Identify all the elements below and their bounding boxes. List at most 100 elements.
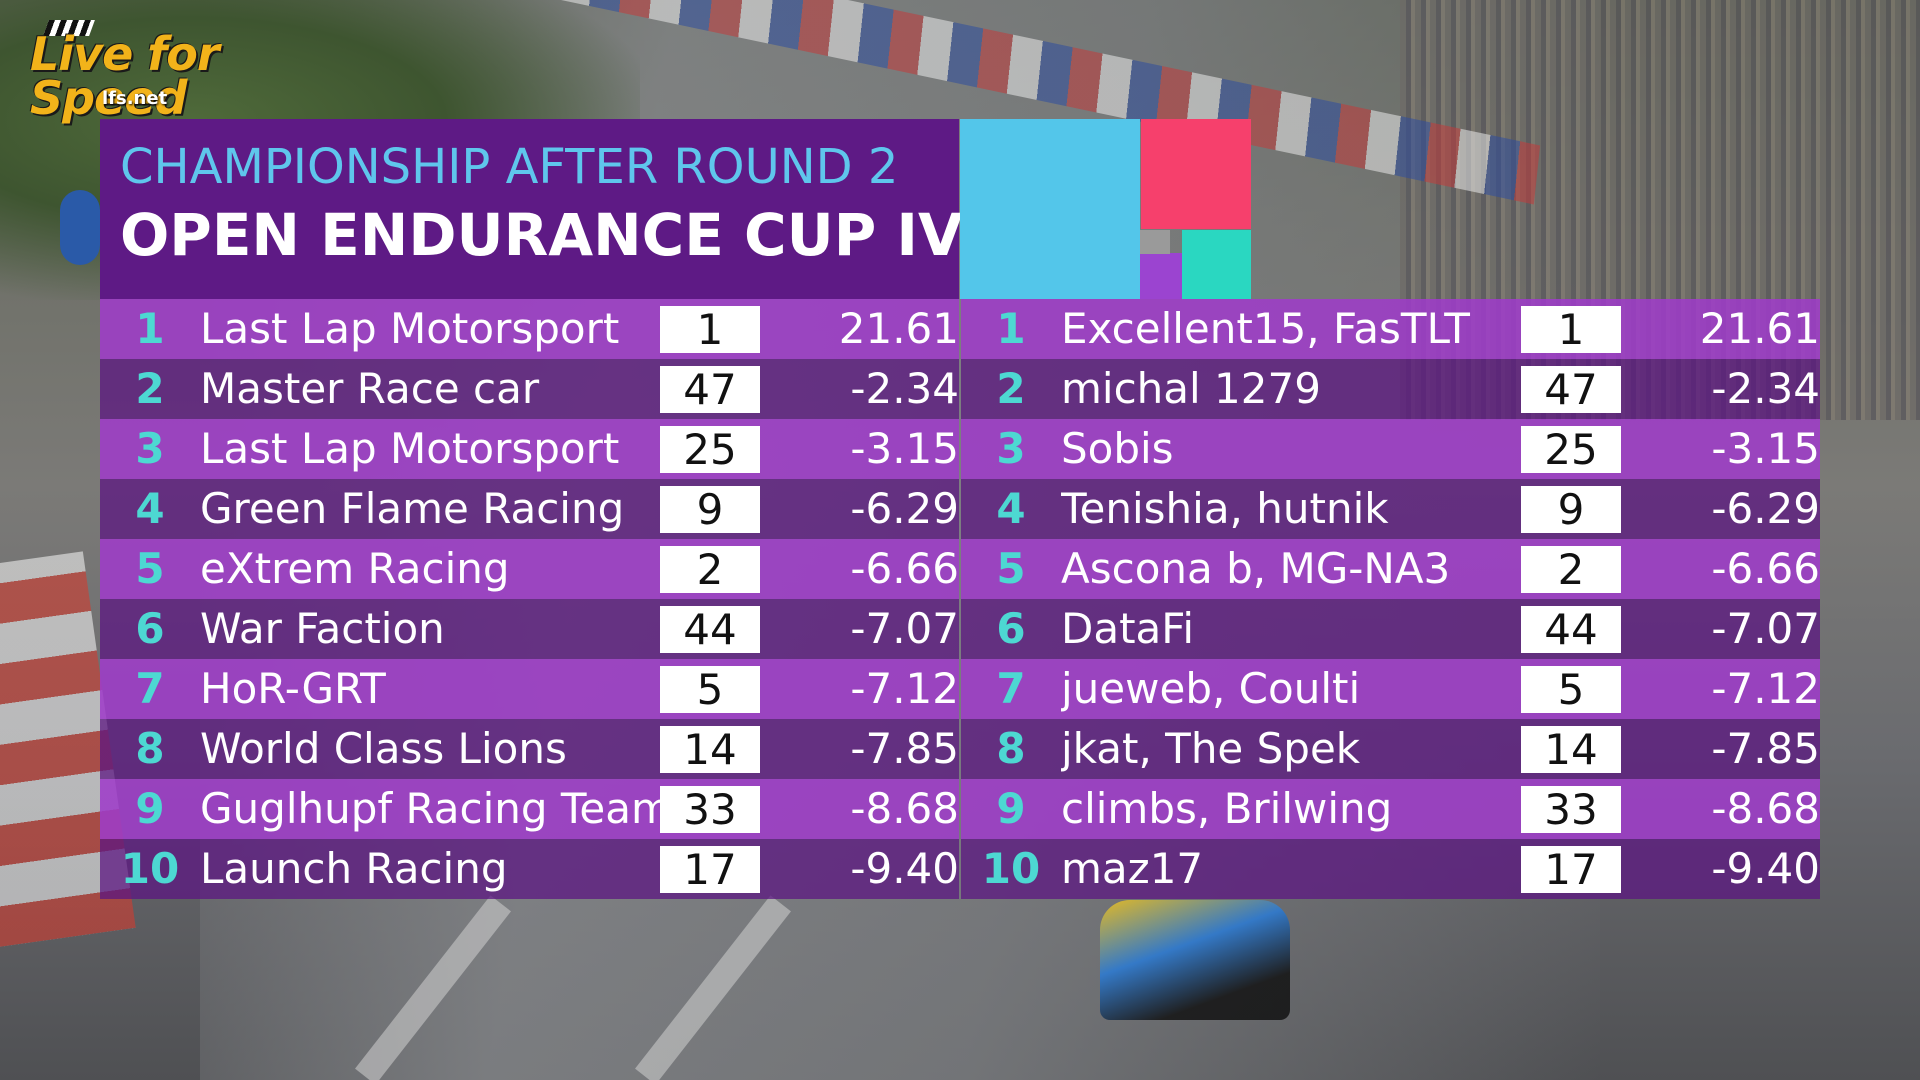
position-number: 5 <box>135 544 165 593</box>
driver-names: jkat, The Spek <box>1061 724 1361 773</box>
points-gap: -7.12 <box>850 664 959 713</box>
logo-wordmark: Live for Speed <box>30 27 220 125</box>
car-number: 14 <box>660 726 760 773</box>
driver-standings-row: 1 Excellent15, FasTLT 1 21.61 <box>961 299 1820 359</box>
car-number: 17 <box>660 846 760 893</box>
car-number: 17 <box>1521 846 1621 893</box>
team-name: Launch Racing <box>200 844 508 893</box>
position-number: 5 <box>996 544 1026 593</box>
team-name: Guglhupf Racing Team <box>200 784 660 833</box>
points-gap: -9.40 <box>1711 844 1820 893</box>
points-gap: -7.12 <box>1711 664 1820 713</box>
race-car <box>1100 900 1290 1020</box>
team-name: Master Race car <box>200 364 540 413</box>
points-gap: -2.34 <box>850 364 959 413</box>
driver-standings-row: 7 jueweb, Coulti 5 -7.12 <box>961 659 1820 719</box>
team-standings-row: 5 eXtrem Racing 2 -6.66 <box>100 539 959 599</box>
team-name: Last Lap Motorsport <box>200 304 620 353</box>
points-gap: -9.40 <box>850 844 959 893</box>
points-gap: -3.15 <box>850 424 959 473</box>
cup-logo-teal-block <box>1182 230 1251 299</box>
cup-logo-blue-block <box>960 119 1140 299</box>
points-gap: -6.66 <box>850 544 959 593</box>
car-number: 25 <box>660 426 760 473</box>
direction-sign <box>60 190 100 265</box>
position-number: 6 <box>996 604 1026 653</box>
header-title: OPEN ENDURANCE CUP IV <box>120 201 963 269</box>
position-number: 1 <box>135 304 165 353</box>
points-gap: -8.68 <box>1711 784 1820 833</box>
points-gap: 21.61 <box>838 304 959 353</box>
cup-logo-pink-block <box>1141 119 1251 229</box>
points-gap: -7.07 <box>1711 604 1820 653</box>
position-number: 9 <box>135 784 165 833</box>
team-name: World Class Lions <box>200 724 567 773</box>
position-number: 7 <box>996 664 1026 713</box>
car-number: 5 <box>660 666 760 713</box>
live-for-speed-logo: Live for Speed lfs.net <box>24 18 244 121</box>
team-name: Last Lap Motorsport <box>200 424 620 473</box>
team-name: HoR-GRT <box>200 664 386 713</box>
position-number: 2 <box>135 364 165 413</box>
car-number: 47 <box>1521 366 1621 413</box>
car-number: 44 <box>1521 606 1621 653</box>
car-number: 9 <box>1521 486 1621 533</box>
driver-standings-row: 10 maz17 17 -9.40 <box>961 839 1820 899</box>
car-number: 9 <box>660 486 760 533</box>
team-name: eXtrem Racing <box>200 544 510 593</box>
position-number: 3 <box>135 424 165 473</box>
points-gap: -6.66 <box>1711 544 1820 593</box>
position-number: 1 <box>996 304 1026 353</box>
points-gap: -7.85 <box>1711 724 1820 773</box>
car-number: 44 <box>660 606 760 653</box>
position-number: 9 <box>996 784 1026 833</box>
position-number: 3 <box>996 424 1026 473</box>
car-number: 2 <box>660 546 760 593</box>
team-standings-row: 6 War Faction 44 -7.07 <box>100 599 959 659</box>
driver-standings-row: 5 Ascona b, MG-NA3 2 -6.66 <box>961 539 1820 599</box>
driver-names: michal 1279 <box>1061 364 1321 413</box>
cup-logo-grey-block <box>1140 230 1170 254</box>
car-number: 33 <box>660 786 760 833</box>
points-gap: -2.34 <box>1711 364 1820 413</box>
car-number: 1 <box>660 306 760 353</box>
driver-names: Tenishia, hutnik <box>1061 484 1389 533</box>
driver-names: climbs, Brilwing <box>1061 784 1393 833</box>
car-number: 25 <box>1521 426 1621 473</box>
driver-standings-row: 4 Tenishia, hutnik 9 -6.29 <box>961 479 1820 539</box>
car-number: 2 <box>1521 546 1621 593</box>
team-standings-row: 10 Launch Racing 17 -9.40 <box>100 839 959 899</box>
points-gap: -6.29 <box>850 484 959 533</box>
points-gap: -3.15 <box>1711 424 1820 473</box>
driver-standings-row: 2 michal 1279 47 -2.34 <box>961 359 1820 419</box>
points-gap: -8.68 <box>850 784 959 833</box>
team-standings-row: 2 Master Race car 47 -2.34 <box>100 359 959 419</box>
driver-names: Sobis <box>1061 424 1174 473</box>
team-standings-row: 3 Last Lap Motorsport 25 -3.15 <box>100 419 959 479</box>
driver-standings-row: 8 jkat, The Spek 14 -7.85 <box>961 719 1820 779</box>
team-name: Green Flame Racing <box>200 484 625 533</box>
points-gap: 21.61 <box>1699 304 1820 353</box>
position-number: 6 <box>135 604 165 653</box>
car-number: 33 <box>1521 786 1621 833</box>
position-number: 10 <box>120 844 180 893</box>
position-number: 10 <box>981 844 1041 893</box>
driver-standings-row: 3 Sobis 25 -3.15 <box>961 419 1820 479</box>
car-number: 47 <box>660 366 760 413</box>
points-gap: -7.85 <box>850 724 959 773</box>
driver-standings-row: 6 DataFi 44 -7.07 <box>961 599 1820 659</box>
team-standings-row: 4 Green Flame Racing 9 -6.29 <box>100 479 959 539</box>
position-number: 4 <box>996 484 1026 533</box>
team-standings-row: 7 HoR-GRT 5 -7.12 <box>100 659 959 719</box>
standings-header: CHAMPIONSHIP AFTER ROUND 2 OPEN ENDURANC… <box>100 119 963 299</box>
driver-standings-row: 9 climbs, Brilwing 33 -8.68 <box>961 779 1820 839</box>
car-number: 5 <box>1521 666 1621 713</box>
position-number: 8 <box>135 724 165 773</box>
position-number: 7 <box>135 664 165 713</box>
driver-names: DataFi <box>1061 604 1195 653</box>
team-standings-row: 8 World Class Lions 14 -7.85 <box>100 719 959 779</box>
position-number: 2 <box>996 364 1026 413</box>
car-number: 1 <box>1521 306 1621 353</box>
driver-names: Excellent15, FasTLT <box>1061 304 1470 353</box>
